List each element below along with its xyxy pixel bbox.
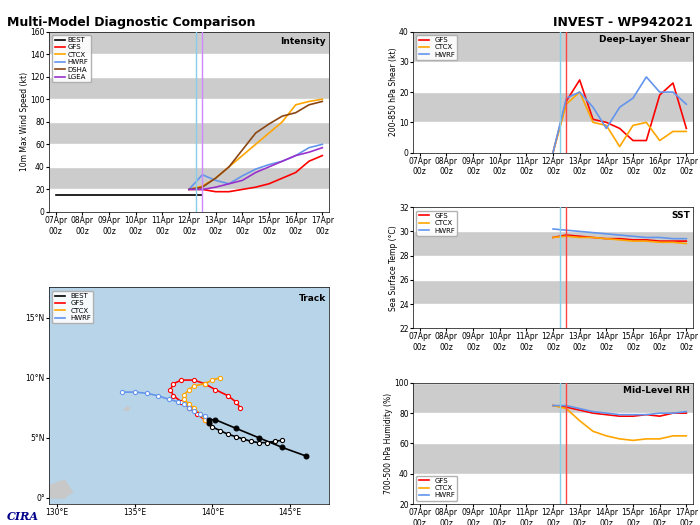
Text: INVEST - WP942021: INVEST - WP942021 [553, 16, 693, 29]
Text: Multi-Model Diagnostic Comparison: Multi-Model Diagnostic Comparison [7, 16, 256, 29]
Y-axis label: 200-850 hPa Shear (kt): 200-850 hPa Shear (kt) [389, 48, 398, 136]
Bar [413, 353, 693, 383]
Text: Deep-Layer Shear: Deep-Layer Shear [599, 35, 690, 44]
Legend: GFS, CTCX, HWRF: GFS, CTCX, HWRF [416, 35, 458, 60]
Legend: BEST, GFS, CTCX, HWRF, DSHA, LGEA: BEST, GFS, CTCX, HWRF, DSHA, LGEA [52, 35, 91, 82]
Legend: GFS, CTCX, HWRF: GFS, CTCX, HWRF [416, 211, 458, 236]
Bar [413, 122, 693, 153]
Bar [413, 207, 693, 232]
Text: Mid-Level RH: Mid-Level RH [623, 386, 690, 395]
Bar [49, 99, 329, 122]
Bar [49, 144, 329, 167]
Bar [413, 62, 693, 92]
Bar [49, 54, 329, 77]
Polygon shape [49, 480, 72, 498]
Polygon shape [124, 406, 130, 412]
Bar [413, 304, 693, 328]
Text: Track: Track [299, 294, 326, 303]
Text: SST: SST [671, 211, 690, 220]
Text: Intensity: Intensity [281, 37, 326, 46]
Bar [49, 190, 329, 212]
Text: CIRA: CIRA [7, 511, 39, 522]
Y-axis label: 10m Max Wind Speed (kt): 10m Max Wind Speed (kt) [20, 72, 29, 171]
Y-axis label: 700-500 hPa Humidity (%): 700-500 hPa Humidity (%) [384, 393, 393, 494]
Bar [413, 413, 693, 444]
Bar [413, 256, 693, 280]
Bar [413, 474, 693, 504]
Legend: BEST, GFS, CTCX, HWRF: BEST, GFS, CTCX, HWRF [52, 291, 94, 323]
Y-axis label: Sea Surface Temp (°C): Sea Surface Temp (°C) [389, 225, 398, 311]
Legend: GFS, CTCX, HWRF: GFS, CTCX, HWRF [416, 476, 458, 500]
Polygon shape [0, 360, 18, 426]
